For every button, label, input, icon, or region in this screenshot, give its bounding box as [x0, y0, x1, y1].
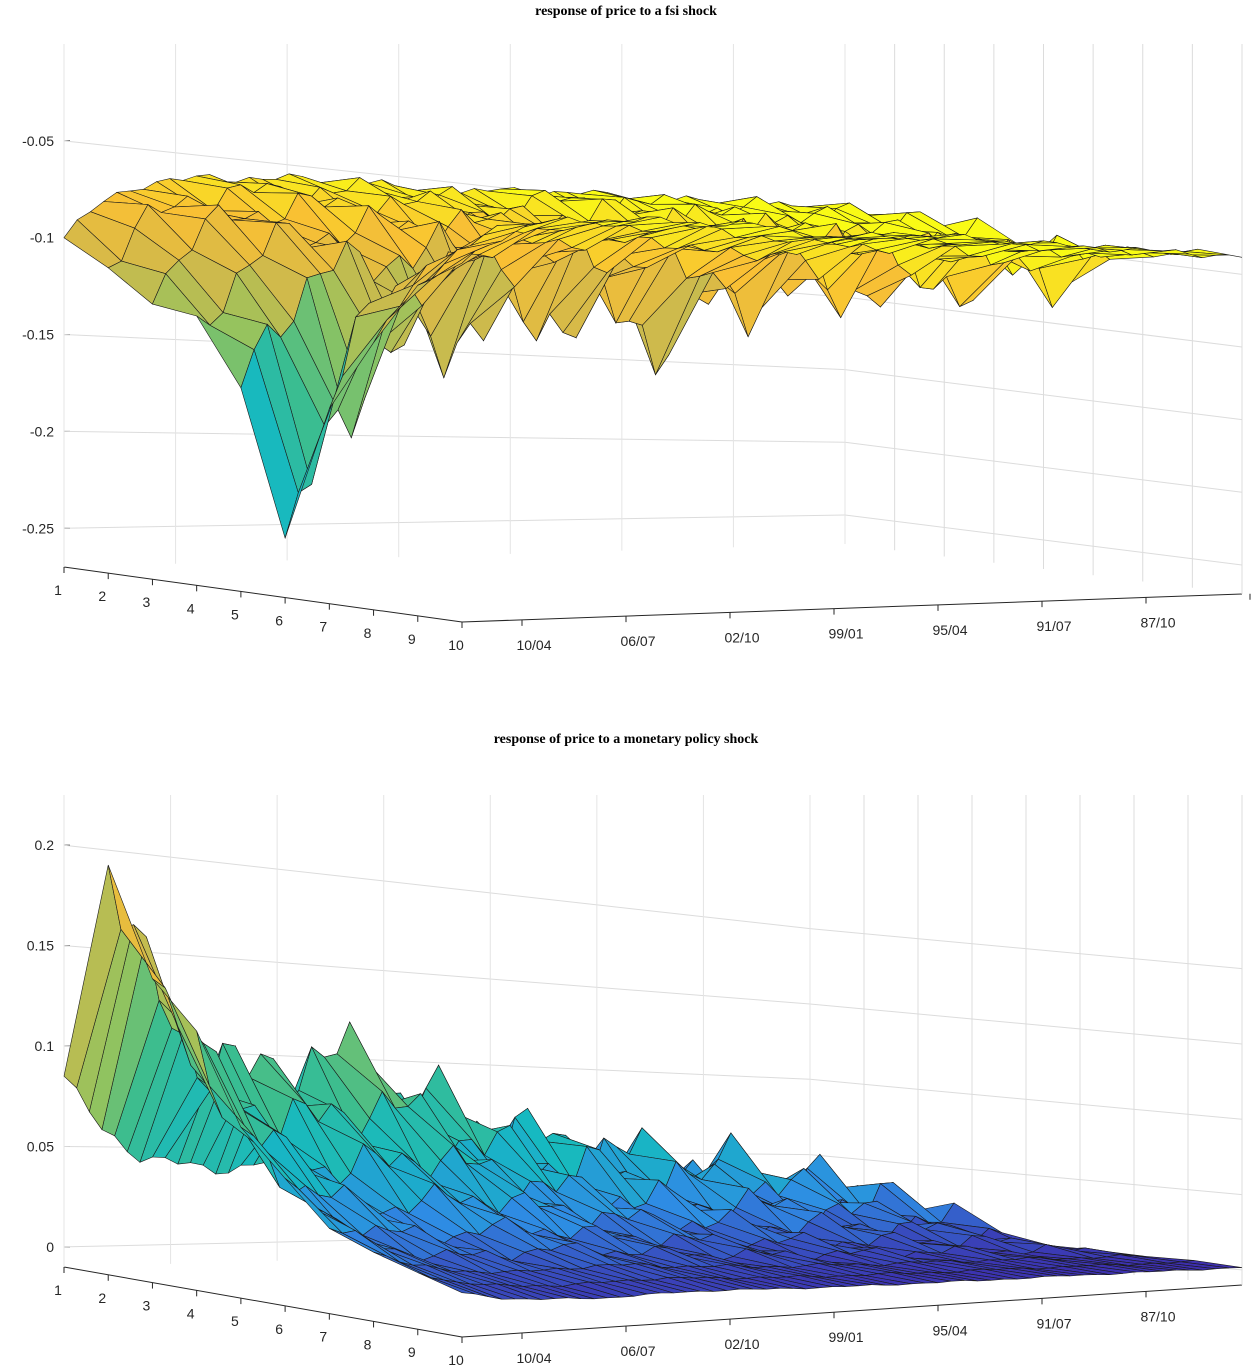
- horizon-tick-label: 5: [231, 606, 239, 622]
- date-tick-label: 87/10: [1140, 1308, 1175, 1324]
- horizon-tick-label: 5: [231, 1313, 239, 1329]
- surface-chart-monetary: 0.2 0.15 0.1 0.05 0 1 2 3 4 5 6 7 8 9 10 10/04 06/07 02/1…: [27, 795, 1243, 1368]
- horizon-axis-line: [63, 566, 463, 623]
- surface-patch: [417, 1272, 476, 1295]
- chart-axes: 0.2 0.15 0.1 0.05 0 1 2 3 4 5 6 7 8 9 10 10/04 06/07 02/1…: [27, 795, 1243, 1368]
- z-tick-label: -0.1: [30, 230, 54, 246]
- date-tick-label: 10/04: [516, 1350, 551, 1366]
- horizon-tick-label: 4: [187, 1305, 195, 1321]
- horizon-tick-label: 8: [364, 625, 372, 641]
- z-tick-label: 0.15: [27, 938, 54, 954]
- date-tick-label: 91/07: [1036, 1315, 1071, 1331]
- horizon-tick-label: 9: [408, 1344, 416, 1360]
- horizon-tick-label: 9: [408, 631, 416, 647]
- horizon-tick-label: 6: [275, 1321, 283, 1337]
- grid-line: [63, 334, 846, 371]
- horizon-tick-label: 3: [143, 594, 151, 610]
- date-tick-label: 02/10: [724, 1336, 759, 1352]
- chart-axes: -0.05 -0.1 -0.15 -0.2 -0.25 1 2 3 4 5 6 7 8 9 10 10/04 0…: [22, 44, 1251, 653]
- z-tick-label: 0.1: [35, 1038, 55, 1054]
- date-tick-label: 06/07: [620, 1343, 655, 1359]
- horizon-tick-label: 4: [187, 600, 195, 616]
- date-tick-label: 99/01: [828, 1329, 863, 1345]
- z-tick-label: 0.05: [27, 1138, 54, 1154]
- date-tick-label: 06/07: [620, 633, 655, 649]
- surface: [63, 173, 1243, 540]
- horizon-tick-label: 2: [98, 1290, 106, 1306]
- horizon-tick-label: 8: [364, 1336, 372, 1352]
- z-tick-label: 0.2: [35, 837, 55, 853]
- date-tick-label: 02/10: [724, 629, 759, 645]
- date-tick-label: 95/04: [932, 1322, 967, 1338]
- horizon-tick-label: 7: [319, 619, 327, 635]
- grid-line: [63, 514, 846, 529]
- date-tick-label: 95/04: [932, 622, 967, 638]
- chart-title-bottom: response of price to a monetary policy s…: [493, 732, 759, 747]
- z-tick-label: -0.2: [30, 423, 54, 439]
- chart-title-top: response of price to a fsi shock: [535, 4, 717, 19]
- date-tick-label: 87/10: [1140, 614, 1175, 630]
- grid-line: [63, 430, 846, 443]
- date-axis-line: [461, 1284, 1243, 1338]
- horizon-tick-label: 3: [143, 1298, 151, 1314]
- surface-chart-fsi: -0.05 -0.1 -0.15 -0.2 -0.25 1 2 3 4 5 6 7 8 9 10 10/04 0…: [22, 44, 1251, 653]
- surface-patch: [417, 250, 476, 286]
- horizon-tick-label: 7: [319, 1329, 327, 1345]
- horizon-axis-line: [63, 1266, 463, 1338]
- surface: [63, 864, 1243, 1300]
- horizon-tick-label: 1: [54, 1282, 62, 1298]
- date-tick-label: 10/04: [516, 637, 551, 653]
- horizon-tick-label: 10: [448, 637, 464, 653]
- horizon-tick-label: 6: [275, 613, 283, 629]
- horizon-tick-label: 2: [98, 588, 106, 604]
- date-tick-label: 99/01: [828, 626, 863, 642]
- horizon-tick-label: 1: [54, 582, 62, 598]
- date-axis-line: [461, 593, 1243, 623]
- z-tick-label: -0.25: [22, 520, 54, 536]
- date-tick-label: 91/07: [1036, 618, 1071, 634]
- z-tick-label: 0: [46, 1239, 54, 1255]
- grid-line: [63, 844, 811, 930]
- grid-line: [63, 945, 811, 1005]
- z-tick-label: -0.15: [22, 327, 54, 343]
- horizon-tick-label: 10: [448, 1352, 464, 1368]
- z-tick-label: -0.05: [22, 133, 54, 149]
